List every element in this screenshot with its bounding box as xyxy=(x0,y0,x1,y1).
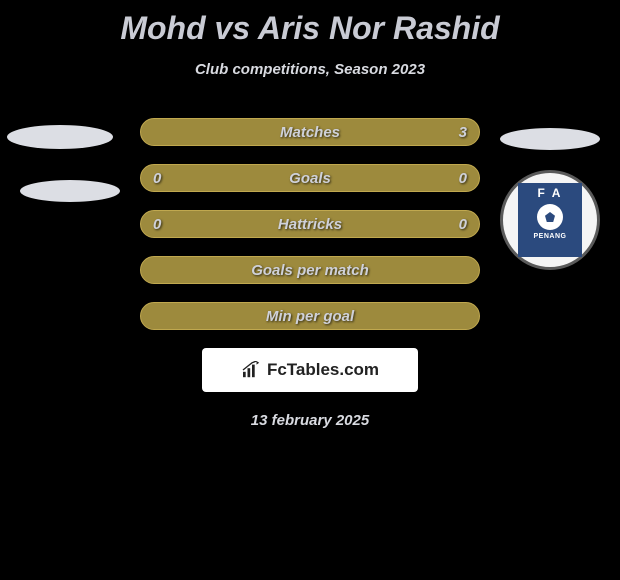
stat-label: Hattricks xyxy=(278,216,342,233)
stat-label: Min per goal xyxy=(266,308,354,325)
page-title: Mohd vs Aris Nor Rashid xyxy=(0,0,620,47)
stat-left-value: 0 xyxy=(153,170,161,187)
stat-label: Goals per match xyxy=(251,262,369,279)
player-left-ellipse-1 xyxy=(7,125,113,149)
club-logo-fa-text: F A xyxy=(538,186,563,200)
date-text: 13 february 2025 xyxy=(0,412,620,429)
chart-icon xyxy=(241,361,263,379)
stat-left-value: 0 xyxy=(153,216,161,233)
stat-label: Goals xyxy=(289,170,331,187)
stat-right-value: 0 xyxy=(459,170,467,187)
stat-right-value: 3 xyxy=(459,124,467,141)
club-logo: F A PENANG xyxy=(500,170,600,270)
stat-row-goals: 0 Goals 0 xyxy=(140,164,480,192)
club-logo-ball-icon xyxy=(537,204,563,230)
subtitle: Club competitions, Season 2023 xyxy=(0,61,620,78)
brand-box[interactable]: FcTables.com xyxy=(202,348,418,392)
brand-text: FcTables.com xyxy=(267,360,379,380)
player-left-ellipse-2 xyxy=(20,180,120,202)
stat-right-value: 0 xyxy=(459,216,467,233)
stat-row-hattricks: 0 Hattricks 0 xyxy=(140,210,480,238)
player-right-ellipse-1 xyxy=(500,128,600,150)
stat-row-goals-per-match: Goals per match xyxy=(140,256,480,284)
club-logo-circle: F A PENANG xyxy=(500,170,600,270)
stat-label: Matches xyxy=(280,124,340,141)
club-logo-shield: F A PENANG xyxy=(518,183,582,257)
club-logo-bottom-text: PENANG xyxy=(534,233,567,240)
stat-row-min-per-goal: Min per goal xyxy=(140,302,480,330)
stat-row-matches: Matches 3 xyxy=(140,118,480,146)
